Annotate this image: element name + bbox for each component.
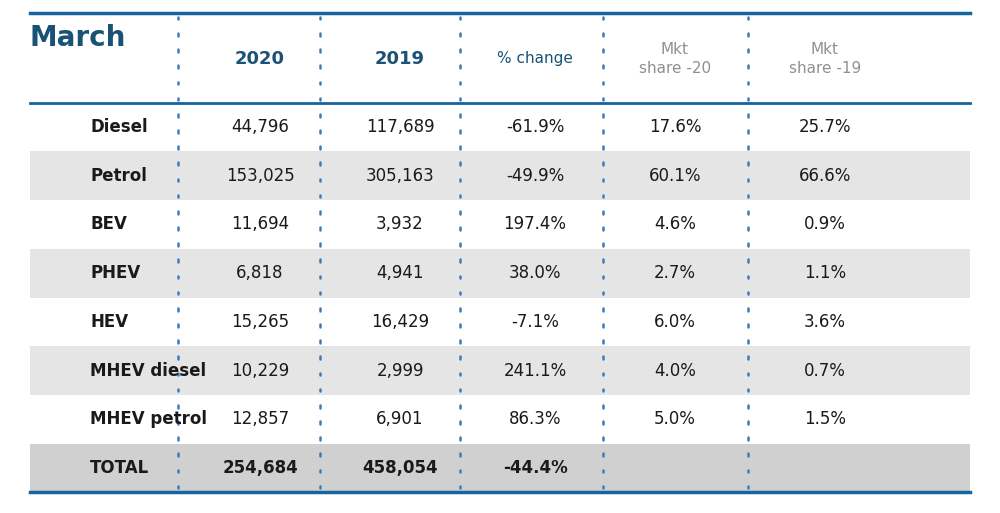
Text: 60.1%: 60.1% (649, 167, 701, 185)
Text: 25.7%: 25.7% (799, 118, 851, 136)
Text: 6,818: 6,818 (236, 264, 284, 282)
Text: 6,901: 6,901 (376, 410, 424, 428)
Text: PHEV: PHEV (90, 264, 140, 282)
Text: 16,429: 16,429 (371, 313, 429, 331)
Text: % change: % change (497, 51, 573, 67)
Text: 117,689: 117,689 (366, 118, 434, 136)
Text: 0.7%: 0.7% (804, 362, 846, 380)
Text: -49.9%: -49.9% (506, 167, 564, 185)
Text: 197.4%: 197.4% (504, 215, 566, 233)
Bar (30, 151, 970, 200)
Bar (30, 346, 970, 395)
Text: 2.7%: 2.7% (654, 264, 696, 282)
Text: 4.0%: 4.0% (654, 362, 696, 380)
Bar (30, 249, 970, 298)
Text: -7.1%: -7.1% (511, 313, 559, 331)
Text: 241.1%: 241.1% (503, 362, 567, 380)
Text: 1.1%: 1.1% (804, 264, 846, 282)
Text: 86.3%: 86.3% (509, 410, 561, 428)
Text: Petrol: Petrol (90, 167, 147, 185)
Bar (30, 395, 970, 444)
Text: 44,796: 44,796 (231, 118, 289, 136)
Text: 153,025: 153,025 (226, 167, 294, 185)
Text: 3,932: 3,932 (376, 215, 424, 233)
Text: 1.5%: 1.5% (804, 410, 846, 428)
Text: 15,265: 15,265 (231, 313, 289, 331)
Text: 2,999: 2,999 (376, 362, 424, 380)
Text: 17.6%: 17.6% (649, 118, 701, 136)
Text: 4.6%: 4.6% (654, 215, 696, 233)
Bar (30, 103, 970, 151)
Text: Mkt
share -19: Mkt share -19 (789, 42, 861, 76)
Text: 254,684: 254,684 (222, 459, 298, 477)
Text: 0.9%: 0.9% (804, 215, 846, 233)
Text: TOTAL: TOTAL (90, 459, 149, 477)
Text: 10,229: 10,229 (231, 362, 289, 380)
Text: 458,054: 458,054 (362, 459, 438, 477)
Text: 4,941: 4,941 (376, 264, 424, 282)
Bar (30, 200, 970, 249)
Text: -61.9%: -61.9% (506, 118, 564, 136)
Bar (30, 444, 970, 492)
Text: 305,163: 305,163 (366, 167, 434, 185)
Text: MHEV diesel: MHEV diesel (90, 362, 206, 380)
Text: 38.0%: 38.0% (509, 264, 561, 282)
Bar (30, 298, 970, 346)
Text: 12,857: 12,857 (231, 410, 289, 428)
Text: 2019: 2019 (375, 50, 425, 68)
Text: 3.6%: 3.6% (804, 313, 846, 331)
Text: Diesel: Diesel (90, 118, 148, 136)
Text: -44.4%: -44.4% (503, 459, 567, 477)
Text: 2020: 2020 (235, 50, 285, 68)
Text: 5.0%: 5.0% (654, 410, 696, 428)
Bar (30, 15, 970, 103)
Text: BEV: BEV (90, 215, 127, 233)
Text: 6.0%: 6.0% (654, 313, 696, 331)
Text: 11,694: 11,694 (231, 215, 289, 233)
Text: 66.6%: 66.6% (799, 167, 851, 185)
Text: Mkt
share -20: Mkt share -20 (639, 42, 711, 76)
Text: March: March (30, 25, 126, 52)
Text: HEV: HEV (90, 313, 128, 331)
Text: MHEV petrol: MHEV petrol (90, 410, 207, 428)
